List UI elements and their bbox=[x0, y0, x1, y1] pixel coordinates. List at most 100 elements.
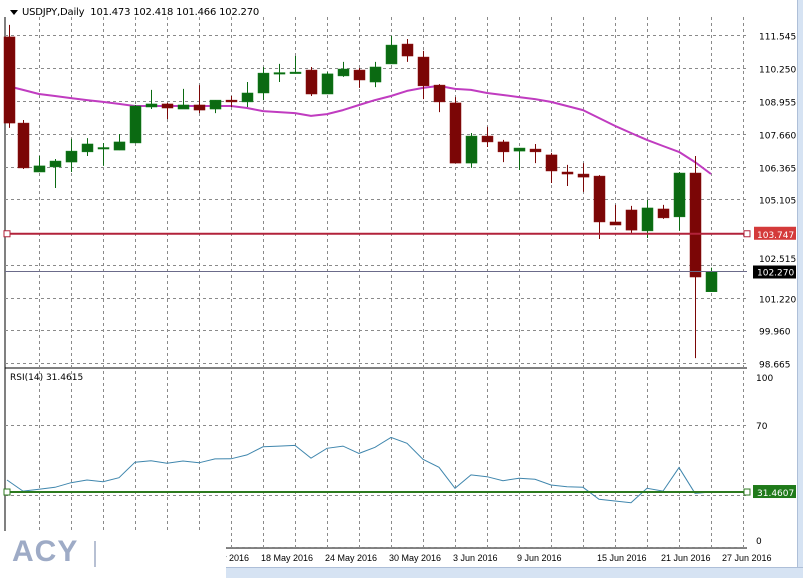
candle bbox=[561, 164, 574, 187]
price-tick-label: 107.660 bbox=[759, 132, 796, 142]
candles bbox=[3, 24, 718, 359]
rsi-level-handle-left bbox=[3, 488, 11, 496]
levels[interactable]: 103.747 102.270 31.4607 bbox=[3, 226, 796, 499]
rsi-tick-label: 0 bbox=[756, 537, 762, 547]
chart-header: USDJPY,Daily 101.473 102.418 101.466 102… bbox=[10, 7, 259, 18]
price-tick-label: 111.545 bbox=[759, 33, 796, 43]
level-price-label: 103.747 bbox=[757, 231, 794, 241]
candle bbox=[3, 24, 16, 128]
date-tick-label: 27 Jun 2016 bbox=[722, 553, 772, 563]
candle bbox=[577, 163, 590, 192]
candle-body bbox=[513, 147, 526, 152]
price-tick-label: 101.220 bbox=[759, 296, 796, 306]
candle bbox=[593, 175, 606, 240]
level-price-badge bbox=[754, 226, 796, 240]
candle bbox=[17, 120, 30, 169]
moving-average bbox=[7, 84, 712, 175]
candle bbox=[273, 63, 286, 83]
window-frame-bottom bbox=[226, 567, 803, 578]
candle bbox=[321, 72, 334, 95]
current-price-badge bbox=[753, 265, 796, 279]
level-handle-left bbox=[3, 230, 11, 238]
candle-body bbox=[433, 84, 446, 103]
logo-divider bbox=[94, 541, 96, 567]
price-tick-label: 106.365 bbox=[759, 165, 796, 175]
grid bbox=[4, 17, 747, 549]
price-tick-label: 105.105 bbox=[759, 197, 796, 207]
candle-body bbox=[49, 160, 62, 168]
candle-body bbox=[129, 105, 142, 144]
rsi-line bbox=[6, 436, 712, 504]
date-tick-label: 9 Jun 2016 bbox=[517, 553, 562, 563]
candle-body bbox=[497, 141, 510, 153]
candle bbox=[289, 56, 302, 74]
candle bbox=[417, 50, 430, 100]
candle bbox=[529, 143, 542, 164]
rsi-level-handle-right bbox=[743, 488, 751, 496]
candle bbox=[145, 89, 158, 110]
date-tick-label: 24 May 2016 bbox=[325, 553, 377, 563]
candle bbox=[689, 155, 702, 359]
candle bbox=[481, 126, 494, 148]
candle bbox=[673, 172, 686, 231]
candle-body bbox=[321, 73, 334, 95]
level-handle-right bbox=[743, 230, 751, 238]
candle bbox=[641, 200, 654, 239]
candle-body bbox=[273, 72, 286, 75]
candle bbox=[385, 35, 398, 65]
candle bbox=[513, 147, 526, 170]
candle-body bbox=[337, 68, 350, 77]
date-tick-label: 18 May 2016 bbox=[261, 553, 313, 563]
date-tick-label: 21 Jun 2016 bbox=[661, 553, 711, 563]
rsi-polyline bbox=[6, 436, 712, 504]
candle-body bbox=[257, 72, 270, 94]
candle-body bbox=[113, 141, 126, 151]
candle-body bbox=[577, 173, 590, 178]
candle bbox=[625, 205, 638, 233]
rsi-level-label: 31.4607 bbox=[757, 489, 794, 499]
window-frame-right bbox=[797, 0, 803, 577]
candle-body bbox=[33, 165, 46, 173]
candle bbox=[65, 138, 78, 173]
price-tick-label: 108.955 bbox=[759, 99, 796, 109]
candle-body bbox=[401, 43, 414, 57]
candle-body bbox=[209, 99, 222, 110]
rsi-tick-label: 70 bbox=[756, 422, 768, 432]
candle bbox=[449, 97, 462, 164]
candle-body bbox=[161, 103, 174, 109]
candle bbox=[225, 96, 238, 108]
acy-logo-watermark: ACY bbox=[0, 531, 226, 577]
candle-body bbox=[641, 207, 654, 232]
candle-body bbox=[545, 154, 558, 172]
candle-body bbox=[657, 208, 670, 219]
candle-body bbox=[529, 148, 542, 153]
candle bbox=[353, 68, 366, 88]
candle bbox=[305, 66, 318, 97]
candle-body bbox=[609, 221, 622, 226]
candle bbox=[401, 38, 414, 62]
candle-body bbox=[65, 150, 78, 163]
candle-body bbox=[17, 122, 30, 169]
candle-body bbox=[417, 56, 430, 87]
candle bbox=[369, 61, 382, 88]
date-tick-label: 3 Jun 2016 bbox=[453, 553, 498, 563]
candle-body bbox=[385, 44, 398, 65]
candle-body bbox=[225, 99, 238, 103]
candle-body bbox=[305, 69, 318, 95]
candle-body bbox=[97, 147, 110, 150]
price-tick-label: 102.515 bbox=[759, 255, 796, 265]
candle-body bbox=[705, 271, 718, 292]
candle bbox=[241, 82, 254, 108]
candle bbox=[161, 102, 174, 119]
logo-text: ACY bbox=[12, 535, 79, 568]
candle bbox=[113, 134, 126, 151]
candle bbox=[337, 61, 350, 77]
dropdown-triangle-icon[interactable] bbox=[10, 9, 18, 15]
candle bbox=[81, 138, 94, 156]
candle bbox=[49, 159, 62, 189]
candle-body bbox=[289, 71, 302, 74]
candle bbox=[545, 152, 558, 183]
candle-body bbox=[465, 135, 478, 164]
candle bbox=[257, 66, 270, 101]
